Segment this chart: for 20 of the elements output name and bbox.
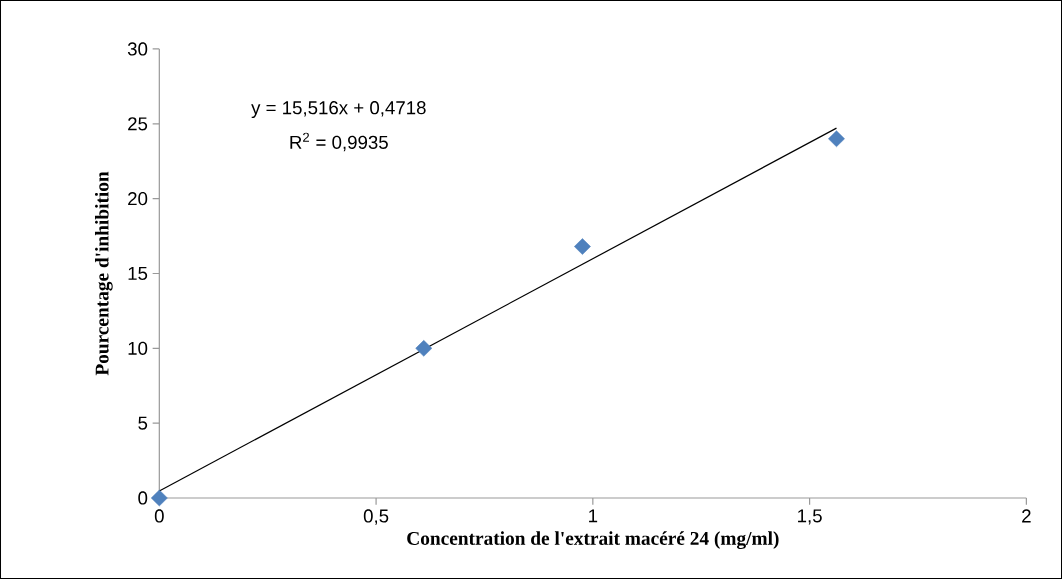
x-tick-label: 0 bbox=[154, 509, 164, 523]
x-tick-label: 1 bbox=[589, 509, 598, 523]
point bbox=[415, 340, 433, 357]
y-tick-label: 25 bbox=[128, 117, 148, 131]
x-tick-label: 0,5 bbox=[363, 509, 389, 525]
y-tick-label: 20 bbox=[128, 192, 148, 206]
point bbox=[150, 489, 168, 507]
x-tick-label: 1,5 bbox=[798, 509, 822, 525]
x-axis-title: Concentration de l'extrait macéré 24 (mg/ml) bbox=[407, 531, 779, 549]
y-axis-title: Pourcentage d'inhibition bbox=[94, 171, 113, 376]
y-tick-label: 0 bbox=[138, 491, 148, 505]
y-tick-label: 15 bbox=[128, 266, 148, 281]
annotation: R$^{2}$ = 0,9935 bbox=[290, 132, 388, 152]
y-tick-label: 30 bbox=[127, 42, 148, 56]
x-tick-label: 2 bbox=[1022, 509, 1031, 523]
y-tick-label: 5 bbox=[138, 416, 148, 430]
point bbox=[828, 130, 845, 148]
point bbox=[574, 238, 591, 255]
y-tick-label: 10 bbox=[128, 341, 148, 355]
annotation: y = 15,516x + 0,4718 bbox=[251, 101, 426, 119]
